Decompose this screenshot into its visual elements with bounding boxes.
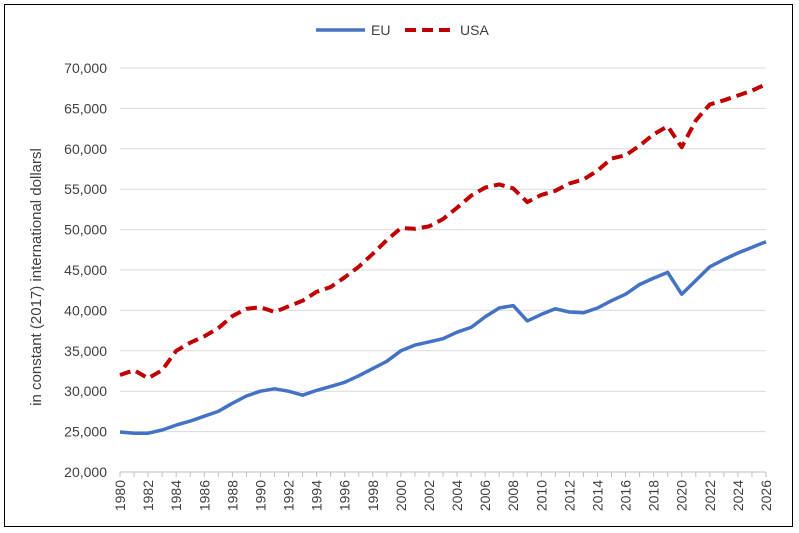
chart-frame: EU USA 20,000 25,000 30,000 35,000 40,000 45,0…	[4, 4, 793, 527]
x-tick-label-2002: 2002	[421, 480, 437, 511]
x-tick-label-1984: 1984	[168, 480, 184, 511]
x-tick-label-1998: 1998	[365, 480, 381, 511]
y-tick-label-45000: 45,000	[64, 262, 107, 278]
y-axis-label: in constant (2017) international dollars…	[28, 148, 45, 406]
x-tick-label-2016: 2016	[618, 480, 634, 511]
x-tick-label-1980: 1980	[112, 480, 128, 511]
line-chart: EU USA 20,000 25,000 30,000 35,000 40,000 45,0…	[28, 22, 774, 511]
y-tick-label-70000: 70,000	[64, 60, 107, 76]
x-tick-label-2010: 2010	[533, 480, 549, 511]
x-tick-label-2008: 2008	[505, 480, 521, 511]
x-axis: 1980 1982 1984 1986 1988 1990 1992 1994 1996 1998…	[112, 471, 774, 511]
x-tick-label-2020: 2020	[674, 480, 690, 511]
legend-label-eu: EU	[371, 22, 390, 38]
y-tick-label-30000: 30,000	[64, 383, 107, 399]
x-tick-label-1992: 1992	[281, 480, 297, 511]
x-tick-label-1994: 1994	[309, 480, 325, 511]
x-tick-label-2000: 2000	[393, 480, 409, 511]
x-tick-label-1988: 1988	[224, 480, 240, 511]
y-tick-label-20000: 20,000	[64, 464, 107, 480]
y-tick-label-35000: 35,000	[64, 343, 107, 359]
y-tick-label-60000: 60,000	[64, 141, 107, 157]
x-tick-label-2014: 2014	[589, 480, 605, 511]
x-tick-label-2024: 2024	[730, 480, 746, 511]
x-tick-label-2006: 2006	[477, 480, 493, 511]
y-tick-label-25000: 25,000	[64, 424, 107, 440]
legend: EU USA	[316, 22, 489, 38]
y-tick-label-40000: 40,000	[64, 302, 107, 318]
x-tick-label-1990: 1990	[252, 480, 268, 511]
y-tick-label-65000: 65,000	[64, 100, 107, 116]
x-tick-label-2012: 2012	[561, 480, 577, 511]
series-line-usa	[119, 82, 767, 381]
x-tick-label-1982: 1982	[140, 480, 156, 511]
y-tick-label-55000: 55,000	[64, 181, 107, 197]
x-tick-label-2022: 2022	[702, 480, 718, 511]
series-line-eu	[119, 240, 767, 435]
x-tick-label-1996: 1996	[337, 480, 353, 511]
series-lines	[119, 82, 767, 435]
x-tick-label-1986: 1986	[196, 480, 212, 511]
x-tick-label-2026: 2026	[758, 480, 774, 511]
gridlines	[120, 67, 766, 433]
x-tick-label-2018: 2018	[646, 480, 662, 511]
legend-label-usa: USA	[460, 22, 489, 38]
y-axis-ticks: 20,000 25,000 30,000 35,000 40,000 45,000 50,0…	[64, 60, 107, 480]
x-tick-label-2004: 2004	[449, 480, 465, 511]
y-tick-label-50000: 50,000	[64, 222, 107, 238]
